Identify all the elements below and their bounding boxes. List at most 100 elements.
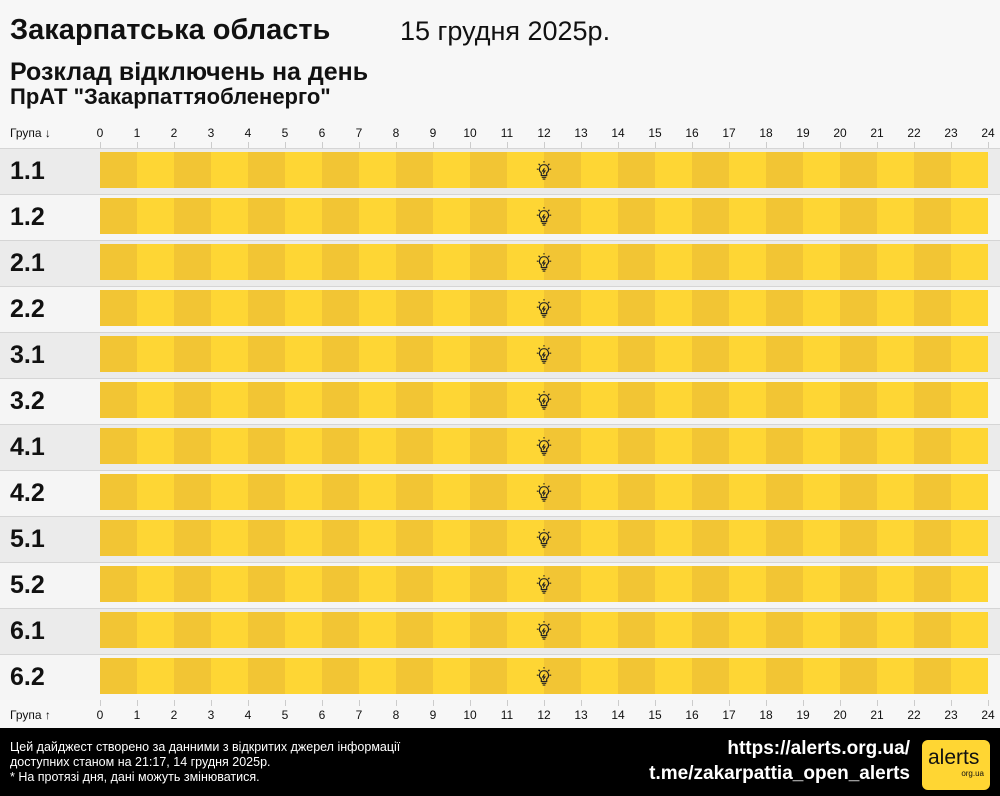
hour-tick: 23 xyxy=(944,126,958,140)
hour-tick: 7 xyxy=(355,126,363,140)
hour-cell-power-on xyxy=(470,152,507,188)
hour-cell-power-on xyxy=(951,290,988,326)
hour-cell-power-on xyxy=(507,566,544,602)
hour-cell-power-on xyxy=(766,152,803,188)
hour-cell-power-on xyxy=(100,520,137,556)
hour-tick: 20 xyxy=(833,126,847,140)
hour-cell-power-on xyxy=(877,244,914,280)
lightbulb-icon xyxy=(535,207,553,227)
hour-cell-power-on xyxy=(359,152,396,188)
hour-cell-power-on xyxy=(470,290,507,326)
hour-cell-power-on xyxy=(433,520,470,556)
hour-cell-power-on xyxy=(470,336,507,372)
group-label-bottom: Група ↑ xyxy=(10,708,51,722)
hour-cell-power-on xyxy=(655,428,692,464)
hour-cell-power-on xyxy=(951,152,988,188)
hour-cell-power-on xyxy=(100,198,137,234)
hour-tick: 4 xyxy=(244,708,252,722)
hour-cell-power-on xyxy=(581,244,618,280)
hour-cell-power-on xyxy=(655,658,692,694)
hour-cell-power-on xyxy=(877,428,914,464)
hour-cell-power-on xyxy=(766,198,803,234)
hour-cell-power-on xyxy=(692,290,729,326)
hour-cell-power-on xyxy=(692,474,729,510)
hour-cell-power-on xyxy=(729,428,766,464)
hour-cell-power-on xyxy=(581,520,618,556)
lightbulb-icon xyxy=(535,483,553,503)
schedule-subtitle: Розклад відключень на день xyxy=(10,58,369,86)
footer-line-3: * На протязі дня, дані можуть змінюватис… xyxy=(10,770,260,784)
hour-cell-power-on xyxy=(655,612,692,648)
footer xyxy=(0,728,1000,796)
hour-tick: 7 xyxy=(355,708,363,722)
hour-cell-power-on xyxy=(951,520,988,556)
hour-cell-power-on xyxy=(211,336,248,372)
hour-cell-power-on xyxy=(470,566,507,602)
hour-cell-power-on xyxy=(174,428,211,464)
hour-cell-power-on xyxy=(729,612,766,648)
hour-cell-power-on xyxy=(433,336,470,372)
group-label: 5.2 xyxy=(10,571,45,599)
hour-cell-power-on xyxy=(729,244,766,280)
site-link[interactable]: https://alerts.org.ua/ xyxy=(727,738,910,759)
hour-tick: 12 xyxy=(537,708,551,722)
hour-cell-power-on xyxy=(322,290,359,326)
hour-cell-power-on xyxy=(248,244,285,280)
lightbulb-icon xyxy=(535,299,553,319)
hour-cell-power-on xyxy=(692,382,729,418)
hour-cell-power-on xyxy=(914,336,951,372)
hour-cell-power-on xyxy=(359,428,396,464)
group-label: 2.1 xyxy=(10,249,45,277)
hour-cell-power-on xyxy=(396,152,433,188)
hour-cell-power-on xyxy=(766,474,803,510)
hour-cell-power-on xyxy=(174,244,211,280)
telegram-link[interactable]: t.me/zakarpattia_open_alerts xyxy=(649,763,910,784)
hour-cell-power-on xyxy=(137,336,174,372)
hour-cell-power-on xyxy=(322,474,359,510)
hour-cell-power-on xyxy=(137,520,174,556)
hour-cell-power-on xyxy=(618,520,655,556)
hour-tick: 6 xyxy=(318,708,326,722)
hour-cell-power-on xyxy=(766,566,803,602)
hour-tick: 22 xyxy=(907,126,921,140)
hour-cell-power-on xyxy=(211,290,248,326)
footer-line-2: доступних станом на 21:17, 14 грудня 202… xyxy=(10,755,271,769)
lightbulb-icon xyxy=(535,621,553,641)
hour-cell-power-on xyxy=(285,244,322,280)
hour-cell-power-on xyxy=(433,382,470,418)
hour-cell-power-on xyxy=(803,612,840,648)
hour-cell-power-on xyxy=(877,566,914,602)
hour-cell-power-on xyxy=(803,244,840,280)
hour-tick: 0 xyxy=(96,126,104,140)
hour-tick: 21 xyxy=(870,126,884,140)
group-label: 4.1 xyxy=(10,433,45,461)
group-label: 5.1 xyxy=(10,525,45,553)
hour-cell-power-on xyxy=(248,290,285,326)
hour-cell-power-on xyxy=(470,520,507,556)
hour-cell-power-on xyxy=(174,612,211,648)
hour-tick: 2 xyxy=(170,708,178,722)
hour-tick: 6 xyxy=(318,126,326,140)
hour-cell-power-on xyxy=(766,244,803,280)
hour-cell-power-on xyxy=(359,474,396,510)
hour-cell-power-on xyxy=(729,382,766,418)
hour-cell-power-on xyxy=(359,566,396,602)
hour-cell-power-on xyxy=(692,152,729,188)
hour-cell-power-on xyxy=(729,658,766,694)
hour-cell-power-on xyxy=(544,382,581,418)
hour-cell-power-on xyxy=(692,566,729,602)
hour-cell-power-on xyxy=(507,336,544,372)
hour-cell-power-on xyxy=(581,658,618,694)
hour-cell-power-on xyxy=(692,244,729,280)
hour-cell-power-on xyxy=(470,658,507,694)
hour-tick: 9 xyxy=(429,126,437,140)
hour-cell-power-on xyxy=(544,152,581,188)
hour-cell-power-on xyxy=(655,474,692,510)
hour-cell-power-on xyxy=(729,474,766,510)
hour-cell-power-on xyxy=(914,198,951,234)
hour-cell-power-on xyxy=(211,244,248,280)
group-label: 6.1 xyxy=(10,617,45,645)
hour-cell-power-on xyxy=(618,198,655,234)
hour-cell-power-on xyxy=(544,566,581,602)
hour-cell-power-on xyxy=(766,428,803,464)
